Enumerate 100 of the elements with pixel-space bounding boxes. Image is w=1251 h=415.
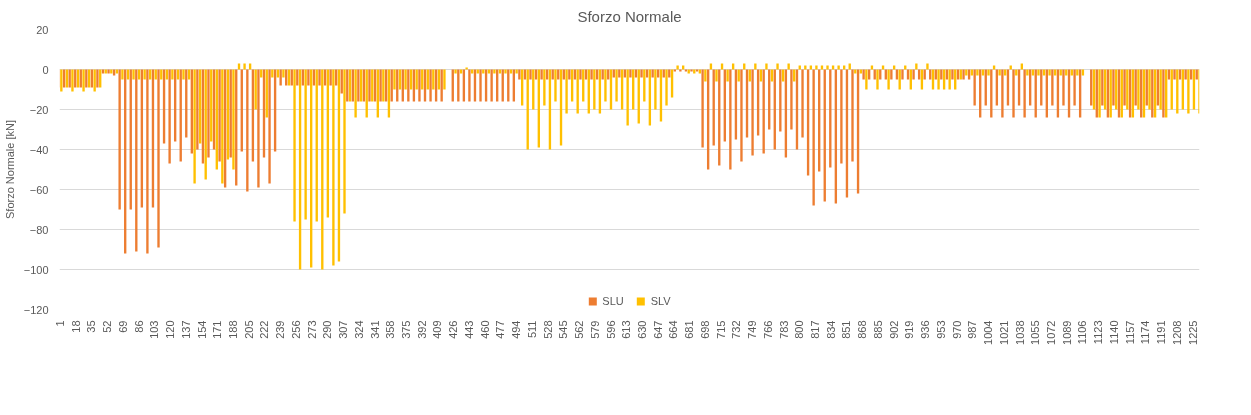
bar [1173, 69, 1176, 80]
x-tick-label: 1 [53, 320, 66, 327]
bar [329, 69, 332, 86]
y-tick-label: −80 [29, 223, 49, 236]
x-tick-label: 341 [368, 320, 381, 339]
bar [1051, 69, 1054, 106]
bar [443, 69, 446, 90]
bar [937, 69, 940, 90]
bar [601, 69, 604, 80]
bar [121, 69, 124, 80]
bar [951, 69, 954, 80]
bar [271, 69, 274, 78]
x-tick-label: 256 [289, 320, 302, 339]
bar [193, 69, 196, 184]
bar [779, 69, 782, 132]
bar [915, 63, 918, 70]
bar [776, 63, 779, 70]
x-tick-label: 528 [541, 320, 554, 339]
x-tick-label: 613 [620, 320, 633, 339]
y-tick-label: −120 [23, 303, 49, 316]
bar [1001, 69, 1004, 118]
bar [629, 69, 632, 78]
bar [93, 69, 96, 92]
bar [415, 69, 418, 90]
bar [82, 69, 85, 92]
bar [565, 69, 568, 114]
bar [826, 65, 829, 70]
legend-label: SLV [650, 295, 671, 307]
bar [590, 69, 593, 80]
x-tick-label: 307 [337, 320, 350, 339]
bar [923, 69, 926, 80]
bar [1123, 69, 1126, 106]
bar [243, 63, 246, 70]
bar [751, 69, 754, 156]
x-tick-label: 273 [305, 320, 318, 339]
bar [404, 69, 407, 90]
x-tick-label: 545 [557, 320, 570, 339]
bar [468, 69, 471, 102]
x-tick-label: 987 [966, 320, 979, 339]
bar [440, 69, 443, 102]
bar [726, 69, 729, 82]
x-tick-label: 358 [384, 320, 397, 339]
x-tick-label: 154 [195, 320, 208, 339]
bar [665, 69, 668, 106]
bar [593, 69, 596, 110]
bar [1026, 69, 1029, 76]
bar [515, 69, 518, 74]
x-tick-label: 1157 [1123, 320, 1136, 345]
x-tick-label: 800 [793, 320, 806, 339]
bar [912, 69, 915, 80]
x-tick-label: 511 [525, 320, 538, 339]
bar [196, 69, 199, 150]
bar [1112, 69, 1115, 106]
x-tick-label: 69 [116, 320, 129, 333]
bar [307, 69, 310, 86]
bar [876, 69, 879, 90]
bar [418, 69, 421, 102]
x-tick-label: 732 [730, 320, 743, 339]
bar [640, 69, 643, 78]
bar [618, 69, 621, 78]
bar [479, 69, 482, 102]
x-tick-label: 1055 [1029, 320, 1042, 345]
bar [604, 69, 607, 102]
bar [940, 69, 943, 80]
bar [1134, 69, 1137, 106]
x-tick-label: 222 [258, 320, 271, 339]
bar [246, 69, 249, 192]
x-tick-label: 817 [809, 320, 822, 339]
x-tick-label: 630 [635, 320, 648, 339]
bar [1148, 69, 1151, 110]
y-tick-label: −60 [29, 183, 49, 196]
bar [318, 69, 321, 86]
bar [257, 69, 260, 188]
bar [1037, 69, 1040, 76]
x-tick-label: 494 [510, 320, 523, 339]
x-tick-label: 1123 [1092, 320, 1105, 345]
bar [529, 69, 532, 80]
y-tick-label: 20 [36, 23, 49, 36]
bar [182, 69, 185, 80]
x-tick-label: 1038 [1013, 320, 1026, 345]
x-tick-label: 426 [447, 320, 460, 339]
bar [762, 69, 765, 154]
bar [554, 69, 557, 102]
bar [540, 69, 543, 80]
bar [429, 69, 432, 102]
x-tick-label: 171 [211, 320, 224, 339]
x-tick-label: 1072 [1044, 320, 1057, 345]
x-tick-label: 443 [462, 320, 475, 339]
bar [729, 69, 732, 170]
bar [232, 69, 235, 170]
x-tick-label: 120 [164, 320, 177, 339]
bar [1101, 69, 1104, 106]
x-tick-label: 1174 [1139, 320, 1152, 345]
bar [143, 69, 146, 80]
bar [493, 69, 496, 74]
bar [626, 69, 629, 126]
bar [787, 63, 790, 70]
bar [840, 69, 843, 164]
bar [615, 69, 618, 102]
bar [1137, 69, 1140, 110]
